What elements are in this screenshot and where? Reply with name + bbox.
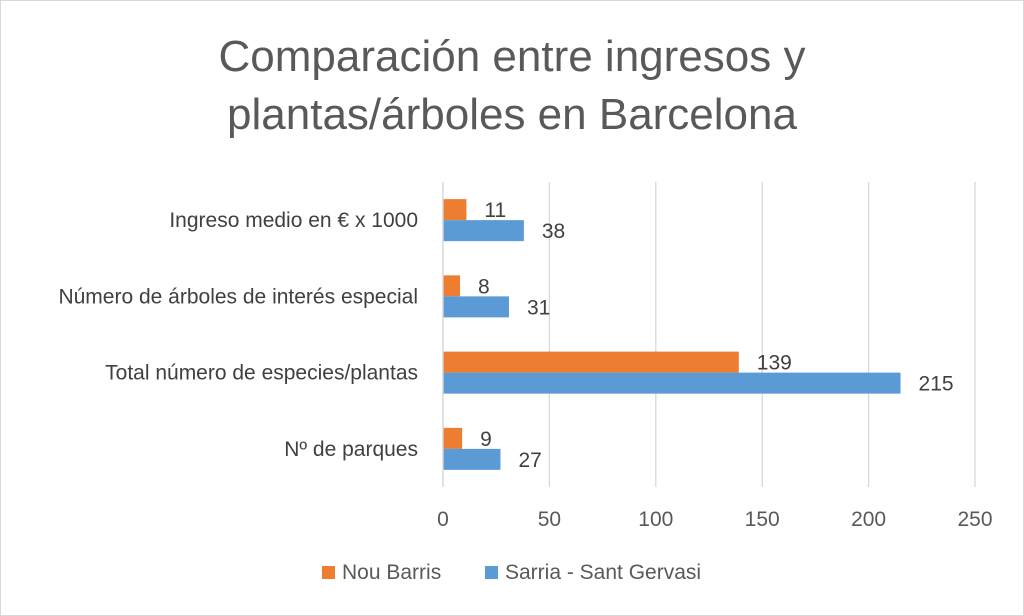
category-label-1: Número de árboles de interés especial	[58, 285, 418, 308]
category-label-0: Ingreso medio en € x 1000	[169, 209, 418, 232]
legend-swatch-1	[485, 566, 498, 579]
category-label-3: Nº de parques	[284, 438, 418, 461]
data-label-0-0: 11	[484, 199, 506, 222]
bar-nou-barris-2	[443, 351, 739, 373]
legend-swatch-0	[322, 566, 335, 579]
bar-nou-barris-0	[443, 199, 467, 221]
category-label-2: Total número de especies/plantas	[105, 362, 418, 385]
x-tick-label-0: 0	[437, 508, 449, 531]
bar-sarria-sant-gervasi-3	[443, 448, 501, 470]
chart-title-line-1: Comparación entre ingresos y	[218, 32, 806, 81]
data-label-1-3: 27	[518, 449, 541, 472]
x-tick-label-250: 250	[957, 508, 992, 531]
bar-sarria-sant-gervasi-2	[443, 372, 901, 394]
data-label-1-2: 215	[919, 373, 954, 396]
x-tick-label-200: 200	[851, 508, 886, 531]
bar-sarria-sant-gervasi-1	[443, 296, 509, 318]
x-tick-label-100: 100	[638, 508, 673, 531]
data-label-1-1: 31	[527, 296, 550, 319]
legend-label-1: Sarria - Sant Gervasi	[505, 561, 701, 584]
data-label-0-2: 139	[757, 352, 792, 375]
chart-title-line-2: plantas/árboles en Barcelona	[227, 90, 797, 139]
legend-label-0: Nou Barris	[342, 561, 441, 584]
data-label-0-1: 8	[478, 275, 490, 298]
data-label-0-3: 9	[480, 428, 492, 451]
x-tick-label-50: 50	[538, 508, 561, 531]
x-tick-label-150: 150	[745, 508, 780, 531]
bar-nou-barris-1	[443, 275, 461, 297]
bar-nou-barris-3	[443, 427, 463, 449]
chart-title: Comparación entre ingresos y plantas/árb…	[0, 28, 1024, 144]
bar-sarria-sant-gervasi-0	[443, 220, 524, 242]
data-label-1-0: 38	[542, 220, 565, 243]
